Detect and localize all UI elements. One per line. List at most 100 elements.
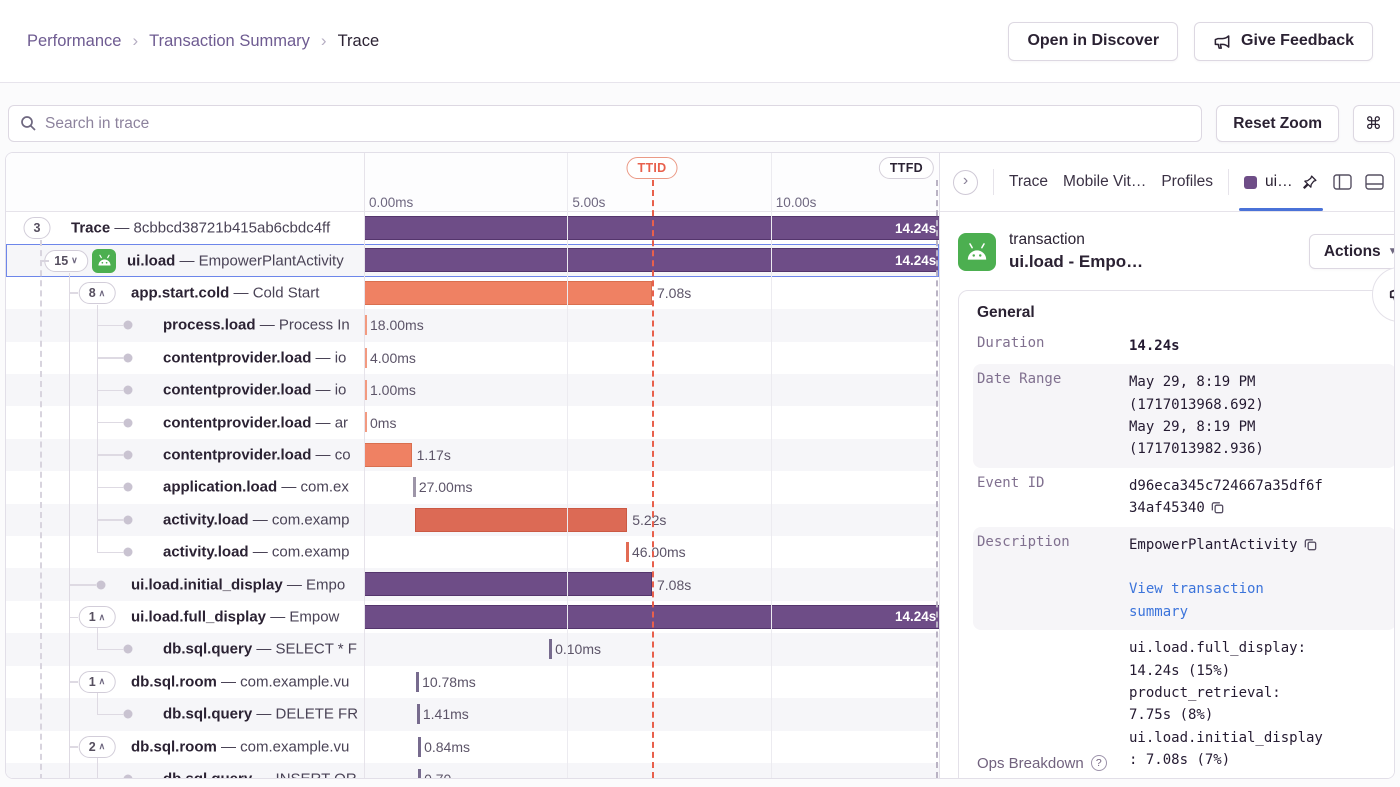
reset-zoom-button[interactable]: Reset Zoom [1216,105,1339,142]
waterfall-header: 0.00ms 5.00s 10.00s [6,153,939,212]
shortcut-command-button[interactable]: ⌘ [1353,105,1394,142]
span-tick[interactable] [625,542,629,563]
layout-left-panel-button[interactable] [1332,174,1352,190]
divider [1228,169,1230,195]
span-count-badge[interactable]: 8 ∧ [78,282,116,305]
actions-button[interactable]: Actions ▼ [1308,234,1394,270]
span-bar[interactable] [364,280,652,305]
panel-tabs: › Trace Mobile Vit… Profiles ui… [940,153,1394,212]
trace-row-chart-cell: 46.00ms [364,536,939,568]
general-section-title: General [977,303,1035,321]
trace-row-tree-cell: contentprovider.load — io [6,374,364,406]
span-bar[interactable] [414,507,628,532]
trace-row[interactable]: ui.load.initial_display — Empo 7.08s [6,568,939,601]
trace-row[interactable]: contentprovider.load — co 1.17s [6,438,939,472]
trace-row[interactable]: db.sql.query — INSERT OR 0.70 [6,762,939,778]
trace-row[interactable]: 8 ∧ app.start.cold — Cold Start 7.08s [6,277,939,309]
tab-ui-load-active[interactable]: ui… [1239,153,1323,211]
span-count-badge[interactable]: 1 ∧ [78,606,116,629]
copy-icon[interactable] [1210,500,1225,515]
trace-row-tree-cell: 2 ∧ db.sql.room — com.example.vu [6,731,364,763]
view-transaction-summary-link[interactable]: View transaction summary [1129,581,1264,620]
trace-row[interactable]: db.sql.query — DELETE FR 1.41ms [6,698,939,731]
chevron-up-icon: ∧ [98,287,106,298]
trace-row[interactable]: 3 Trace — 8cbbcd38721b415ab6cbdc4ff 14.24… [6,212,939,244]
span-tick[interactable] [416,704,420,725]
span-label: db.sql.query — SELECT * F [163,640,357,658]
trace-row[interactable]: activity.load — com.examp 5.22s [6,503,939,537]
help-icon[interactable]: ? [1090,755,1107,771]
span-bar[interactable]: 14.24s [364,604,939,629]
breadcrumb-performance[interactable]: Performance [27,31,122,50]
span-bar[interactable] [364,572,652,597]
tree-connector [97,713,124,716]
trace-row[interactable]: contentprovider.load — ar 0ms [6,406,939,438]
trace-row[interactable]: db.sql.query — SELECT * F 0.10ms [6,633,939,666]
trace-row-chart-cell: 18.00ms [364,309,939,341]
gridline [770,153,772,778]
description-value: EmpowerPlantActivity View transaction su… [1129,534,1325,624]
span-tick[interactable] [416,671,420,692]
duration-label: 7.08s [657,576,692,593]
span-bar[interactable]: 14.24s [364,216,939,240]
span-label: db.sql.room — com.example.vu [131,738,350,756]
trace-row-tree-cell: 3 Trace — 8cbbcd38721b415ab6cbdc4ff [6,212,364,244]
give-feedback-button[interactable]: Give Feedback [1194,21,1373,61]
span-bar[interactable] [364,442,412,467]
span-tick[interactable] [412,477,416,498]
field-ops-breakdown: Ops Breakdown ? ui.load.full_display: 14… [973,630,1394,778]
span-count-badge[interactable]: 1 ∧ [78,670,116,693]
ops-breakdown-values: ui.load.full_display: 14.24s (15%) produ… [1129,640,1323,769]
breadcrumb-transaction-summary[interactable]: Transaction Summary [149,31,310,50]
trace-row[interactable]: 2 ∧ db.sql.room — com.example.vu 0.84ms [6,731,939,763]
tree-chart-divider[interactable] [364,153,365,778]
trace-row-tree-cell: 8 ∧ app.start.cold — Cold Start [6,277,364,309]
tree-connector [96,757,98,778]
trace-row-tree-cell: contentprovider.load — co [6,439,364,471]
open-in-discover-button[interactable]: Open in Discover [1008,21,1179,61]
tree-connector [97,648,124,651]
chevron-up-icon: ∧ [98,741,106,752]
span-tick[interactable] [364,315,367,336]
trace-row[interactable]: activity.load — com.examp 46.00ms [6,536,939,568]
trace-row[interactable]: contentprovider.load — io 4.00ms [6,342,939,374]
collapse-panel-button[interactable]: › [953,169,978,195]
span-label: process.load — Process In [163,316,350,334]
span-tick[interactable] [364,347,367,368]
search-icon [20,115,37,132]
tree-connector [68,272,70,778]
trace-row[interactable]: contentprovider.load — io 1.00ms [6,374,939,407]
general-card: General Duration 14.24s Date Range May 2… [958,266,1394,778]
span-count-badge[interactable]: 2 ∧ [78,735,116,758]
trace-row[interactable]: process.load — Process In 18.00ms [6,309,939,342]
trace-row-chart-cell: 10.78ms [364,666,939,698]
trace-row[interactable]: 15 ∨ ui.load — EmpowerPlantActivity 14.24s [6,244,939,278]
duration-label: 14.24s [894,609,937,625]
chevron-right-icon: › [132,31,139,50]
trace-row[interactable]: application.load — com.ex 27.00ms [6,471,939,503]
layout-bottom-panel-button[interactable] [1364,174,1384,190]
span-count-badge[interactable]: 3 [23,217,51,240]
span-tick[interactable] [418,768,422,778]
trace-row[interactable]: 1 ∧ db.sql.room — com.example.vu 10.78ms [6,666,939,698]
trace-row[interactable]: 1 ∧ ui.load.full_display — Empow 14.24s [6,601,939,633]
copy-icon[interactable] [1303,537,1318,552]
span-dot [123,709,133,719]
span-tick[interactable] [418,736,422,757]
search-input[interactable] [45,114,1191,133]
span-count-badge[interactable]: 15 ∨ [44,249,88,272]
span-tick[interactable] [364,412,367,433]
duration-label: 0.70 [424,771,451,778]
detail-panel: › Trace Mobile Vit… Profiles ui… [939,153,1394,778]
trace-row-chart-cell: 0.84ms [364,731,939,763]
field-duration: Duration 14.24s [973,328,1394,364]
span-bar[interactable]: 14.24s [364,248,939,273]
span-tick[interactable] [364,380,367,401]
tab-profiles[interactable]: Profiles [1161,173,1214,190]
tab-mobile-vitals[interactable]: Mobile Vit… [1063,173,1147,190]
tab-trace[interactable]: Trace [1009,173,1049,190]
duration-label: 1.00ms [370,382,416,399]
span-tick[interactable] [549,639,553,660]
pin-tab-icon[interactable] [1301,174,1318,191]
duration-label: 14.24s [894,220,937,236]
